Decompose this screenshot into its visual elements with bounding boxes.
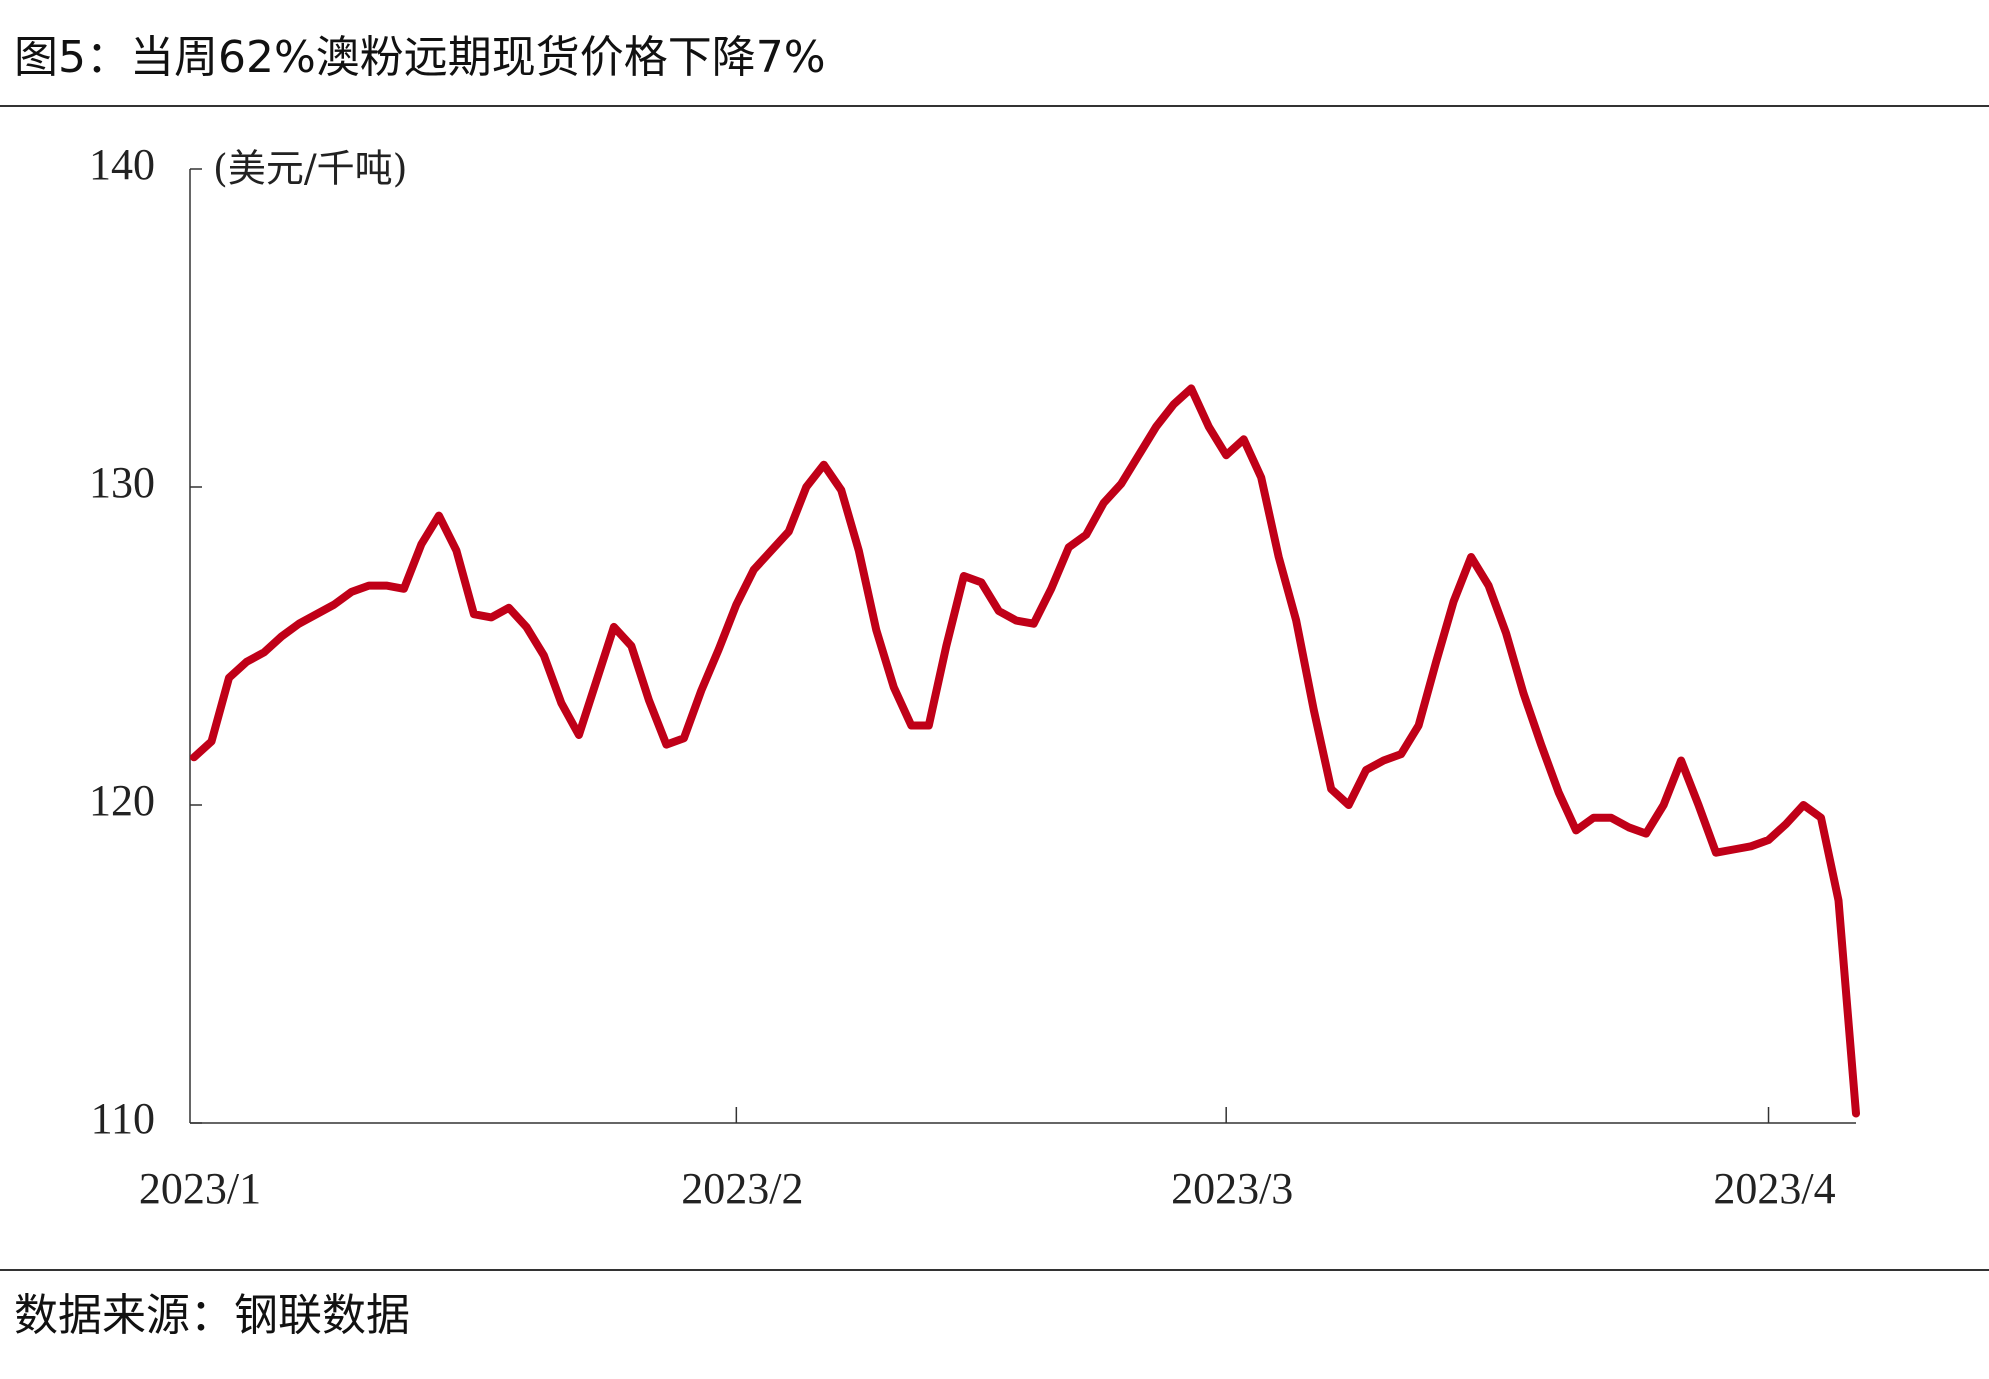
- price-line: [190, 384, 1860, 1118]
- source: 数据来源：钢联数据: [14, 1290, 410, 1341]
- y-tick-label: 140: [89, 140, 155, 189]
- x-tick-label: 2023/2: [681, 1164, 803, 1213]
- x-tick-label: 2023/3: [1171, 1164, 1293, 1213]
- x-tick-label: 2023/4: [1713, 1164, 1835, 1213]
- y-tick-label: 110: [91, 1094, 155, 1143]
- chart-title: 图5：当周62%澳粉远期现货价格下降7%: [14, 32, 826, 83]
- x-tick-label: 2023/1: [139, 1164, 261, 1213]
- y-tick-label: 130: [89, 458, 155, 507]
- y-axis-unit: (美元/千吨): [213, 147, 407, 191]
- y-tick-label: 120: [89, 776, 155, 825]
